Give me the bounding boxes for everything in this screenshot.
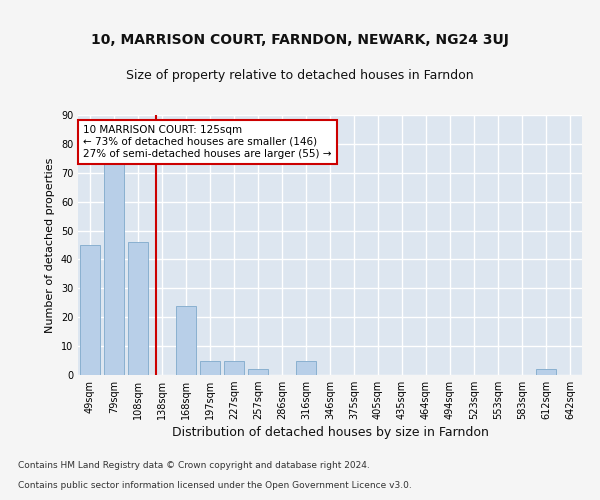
Text: 10, MARRISON COURT, FARNDON, NEWARK, NG24 3UJ: 10, MARRISON COURT, FARNDON, NEWARK, NG2… bbox=[91, 33, 509, 47]
Bar bbox=[200, 360, 220, 375]
Bar bbox=[536, 369, 556, 375]
Y-axis label: Number of detached properties: Number of detached properties bbox=[45, 158, 55, 332]
Bar bbox=[104, 164, 124, 375]
Text: Distribution of detached houses by size in Farndon: Distribution of detached houses by size … bbox=[172, 426, 488, 439]
Bar bbox=[176, 306, 196, 375]
Bar bbox=[128, 242, 148, 375]
Bar bbox=[224, 360, 244, 375]
Text: Contains HM Land Registry data © Crown copyright and database right 2024.: Contains HM Land Registry data © Crown c… bbox=[18, 460, 370, 469]
Bar bbox=[80, 245, 100, 375]
Bar bbox=[296, 360, 316, 375]
Text: Contains public sector information licensed under the Open Government Licence v3: Contains public sector information licen… bbox=[18, 480, 412, 490]
Text: 10 MARRISON COURT: 125sqm
← 73% of detached houses are smaller (146)
27% of semi: 10 MARRISON COURT: 125sqm ← 73% of detac… bbox=[83, 126, 332, 158]
Text: Size of property relative to detached houses in Farndon: Size of property relative to detached ho… bbox=[126, 68, 474, 82]
Bar bbox=[248, 369, 268, 375]
